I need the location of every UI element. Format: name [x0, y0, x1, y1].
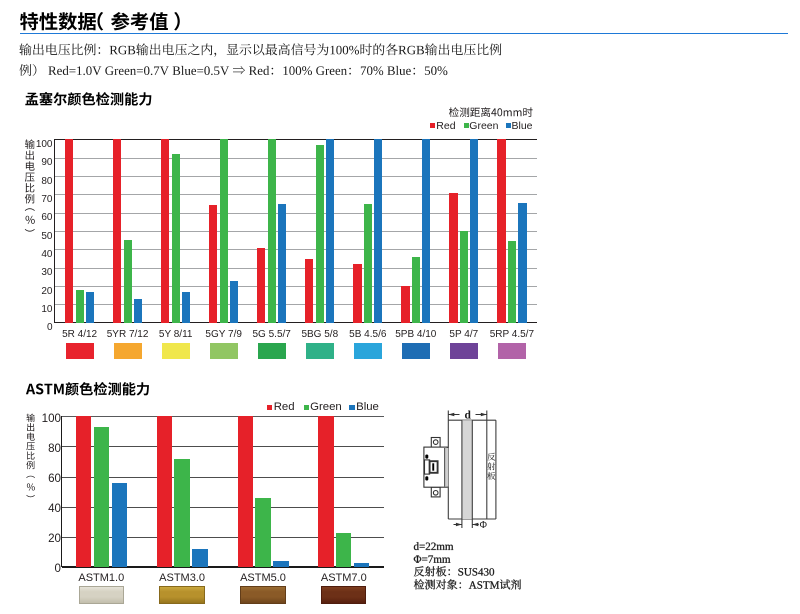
svg-text:Φ: Φ	[480, 520, 487, 531]
svg-text:d: d	[465, 410, 472, 422]
